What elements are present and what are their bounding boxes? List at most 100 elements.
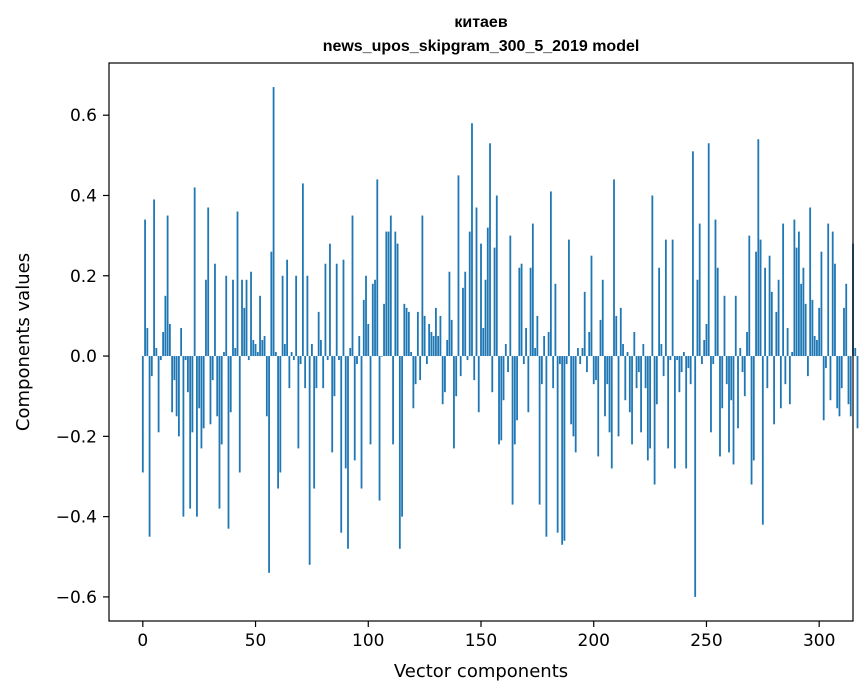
bar bbox=[843, 307, 845, 357]
x-axis-ticks: 0 50 100 150 200 250 300 bbox=[137, 621, 835, 651]
bar bbox=[198, 356, 201, 409]
bar bbox=[281, 275, 284, 357]
bar bbox=[493, 247, 496, 357]
bar bbox=[552, 356, 555, 389]
bar bbox=[725, 356, 728, 385]
bar bbox=[419, 356, 422, 381]
bar bbox=[626, 352, 629, 357]
bar bbox=[856, 356, 859, 429]
y-tick-label: −0.6 bbox=[56, 588, 97, 608]
bar bbox=[277, 356, 279, 489]
bar bbox=[599, 319, 602, 357]
bar bbox=[401, 356, 403, 517]
bar bbox=[146, 327, 149, 357]
bar bbox=[732, 356, 735, 465]
bar bbox=[209, 356, 212, 425]
bar bbox=[441, 356, 444, 405]
bar bbox=[750, 356, 753, 485]
y-tick-label: 0.6 bbox=[70, 106, 97, 126]
bar bbox=[261, 339, 264, 357]
bar bbox=[207, 207, 210, 357]
bar bbox=[545, 356, 548, 537]
bar bbox=[834, 263, 836, 357]
bar bbox=[396, 243, 399, 357]
bar bbox=[707, 143, 710, 357]
bar bbox=[635, 356, 638, 389]
bar bbox=[746, 331, 748, 357]
bar bbox=[292, 356, 295, 361]
bar bbox=[800, 283, 803, 357]
bar bbox=[520, 263, 523, 357]
bar bbox=[220, 356, 223, 445]
bar bbox=[741, 356, 744, 373]
bar bbox=[671, 239, 674, 357]
bar bbox=[838, 356, 841, 417]
bar bbox=[311, 344, 313, 357]
bar bbox=[498, 356, 500, 445]
bar bbox=[306, 275, 309, 357]
bar bbox=[317, 311, 320, 357]
bar bbox=[356, 356, 358, 365]
x-tick-label: 100 bbox=[352, 631, 384, 651]
bar bbox=[387, 231, 390, 357]
bar bbox=[362, 299, 365, 357]
bar bbox=[295, 275, 298, 357]
bar bbox=[845, 283, 848, 357]
bar bbox=[556, 356, 559, 533]
bar bbox=[428, 323, 431, 357]
bar bbox=[358, 335, 361, 357]
bar bbox=[245, 279, 248, 357]
bar bbox=[187, 356, 189, 393]
bar bbox=[380, 356, 383, 357]
bar bbox=[563, 356, 566, 541]
bar bbox=[777, 279, 780, 357]
bar bbox=[374, 279, 376, 357]
bar bbox=[398, 356, 401, 549]
bar bbox=[540, 356, 543, 385]
bar bbox=[407, 311, 410, 357]
bar bbox=[813, 335, 816, 357]
bar bbox=[807, 356, 809, 377]
bar bbox=[658, 267, 661, 357]
bar bbox=[788, 356, 791, 405]
bar bbox=[770, 291, 773, 357]
bar bbox=[694, 356, 697, 597]
bar bbox=[484, 279, 487, 357]
bar bbox=[649, 356, 651, 449]
bar bbox=[155, 348, 158, 357]
bar bbox=[234, 348, 237, 357]
bar bbox=[430, 331, 433, 357]
bar bbox=[570, 356, 573, 425]
bar bbox=[644, 356, 647, 389]
bar bbox=[633, 331, 636, 357]
bar bbox=[543, 335, 546, 357]
bar bbox=[159, 356, 162, 361]
y-tick-label: −0.4 bbox=[56, 508, 97, 528]
bar bbox=[423, 315, 426, 357]
bar bbox=[660, 344, 663, 357]
bar bbox=[315, 356, 318, 389]
bar bbox=[565, 356, 568, 365]
bar bbox=[256, 352, 259, 357]
bar bbox=[782, 223, 785, 357]
bar bbox=[624, 356, 627, 401]
bar bbox=[173, 356, 176, 381]
bar bbox=[405, 307, 408, 357]
bar bbox=[667, 356, 670, 449]
bar bbox=[369, 356, 372, 445]
bar bbox=[288, 356, 291, 389]
bar bbox=[712, 356, 715, 365]
bar bbox=[439, 315, 442, 357]
bar bbox=[180, 327, 183, 357]
bar bbox=[326, 356, 329, 361]
bar bbox=[685, 356, 688, 469]
bar bbox=[162, 331, 165, 357]
bar bbox=[489, 143, 491, 357]
x-tick-label: 150 bbox=[465, 631, 497, 651]
bar bbox=[588, 331, 591, 357]
bar bbox=[743, 356, 746, 397]
bar bbox=[263, 335, 266, 357]
bar bbox=[502, 356, 505, 401]
bar bbox=[338, 356, 340, 361]
bar bbox=[779, 356, 782, 409]
